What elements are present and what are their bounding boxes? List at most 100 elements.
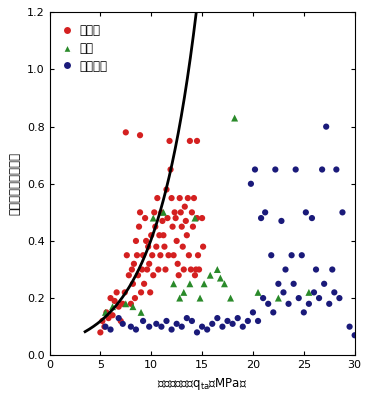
Point — [204, 326, 210, 333]
Point — [97, 329, 103, 336]
Point — [157, 232, 162, 238]
Point — [293, 166, 299, 173]
Point — [116, 315, 122, 321]
Point — [260, 295, 266, 301]
Point — [138, 309, 144, 316]
Point — [179, 324, 185, 330]
Point — [169, 195, 175, 201]
Point — [182, 204, 188, 210]
Point — [153, 321, 159, 327]
Point — [175, 261, 181, 267]
Point — [149, 252, 155, 258]
Point — [188, 266, 194, 273]
Point — [126, 272, 132, 278]
Point — [258, 215, 264, 221]
Point — [157, 252, 163, 258]
Point — [133, 326, 139, 333]
Point — [352, 332, 358, 338]
Point — [252, 166, 258, 173]
Point — [105, 315, 111, 321]
Point — [197, 295, 203, 301]
Point — [154, 195, 160, 201]
Point — [169, 326, 175, 333]
Point — [128, 301, 134, 307]
Point — [165, 215, 171, 221]
Point — [161, 244, 167, 250]
Point — [177, 195, 183, 201]
Point — [129, 266, 135, 273]
Point — [214, 315, 220, 321]
Point — [316, 295, 322, 301]
Point — [110, 312, 115, 318]
Point — [194, 215, 200, 221]
Point — [255, 289, 261, 296]
Point — [179, 224, 185, 230]
Point — [225, 318, 231, 324]
Point — [209, 321, 215, 327]
Point — [102, 309, 108, 316]
Point — [309, 215, 315, 221]
Point — [102, 324, 108, 330]
Point — [207, 272, 213, 278]
Point — [139, 266, 145, 273]
Point — [228, 295, 233, 301]
Point — [131, 261, 137, 267]
Point — [186, 252, 192, 258]
Point — [177, 295, 183, 301]
Point — [313, 266, 319, 273]
Point — [147, 289, 153, 296]
Point — [291, 281, 297, 287]
Point — [169, 224, 175, 230]
Point — [306, 301, 312, 307]
Point — [118, 318, 124, 324]
Point — [123, 129, 129, 136]
Point — [133, 238, 139, 244]
Point — [171, 281, 176, 287]
Point — [110, 304, 115, 310]
Point — [112, 298, 118, 304]
Point — [143, 238, 149, 244]
Point — [150, 272, 156, 278]
Point — [151, 209, 157, 216]
Point — [161, 232, 167, 238]
Point — [326, 301, 332, 307]
Point — [153, 244, 159, 250]
Point — [164, 318, 169, 324]
Point — [283, 266, 289, 273]
Point — [171, 252, 176, 258]
Point — [108, 326, 114, 333]
Point — [192, 215, 198, 221]
Point — [268, 252, 274, 258]
Point — [347, 324, 353, 330]
Point — [140, 252, 146, 258]
Point — [265, 301, 271, 307]
Point — [184, 315, 190, 321]
Point — [158, 324, 164, 330]
Point — [134, 252, 140, 258]
Point — [195, 252, 201, 258]
Point — [332, 289, 337, 296]
Point — [122, 289, 128, 296]
Point — [166, 138, 172, 144]
Point — [311, 289, 317, 296]
Point — [183, 218, 189, 224]
Point — [303, 209, 309, 216]
Point — [189, 318, 195, 324]
Point — [286, 301, 292, 307]
Point — [168, 166, 174, 173]
Point — [137, 209, 143, 216]
Point — [275, 295, 281, 301]
Point — [145, 244, 151, 250]
Point — [140, 318, 146, 324]
Point — [199, 215, 205, 221]
Point — [280, 289, 286, 296]
Point — [192, 272, 198, 278]
Point — [135, 272, 141, 278]
Point — [270, 309, 276, 316]
Point — [138, 289, 144, 296]
Point — [180, 244, 186, 250]
Point — [306, 289, 312, 296]
Point — [120, 301, 126, 307]
Point — [329, 266, 335, 273]
Point — [194, 329, 200, 336]
